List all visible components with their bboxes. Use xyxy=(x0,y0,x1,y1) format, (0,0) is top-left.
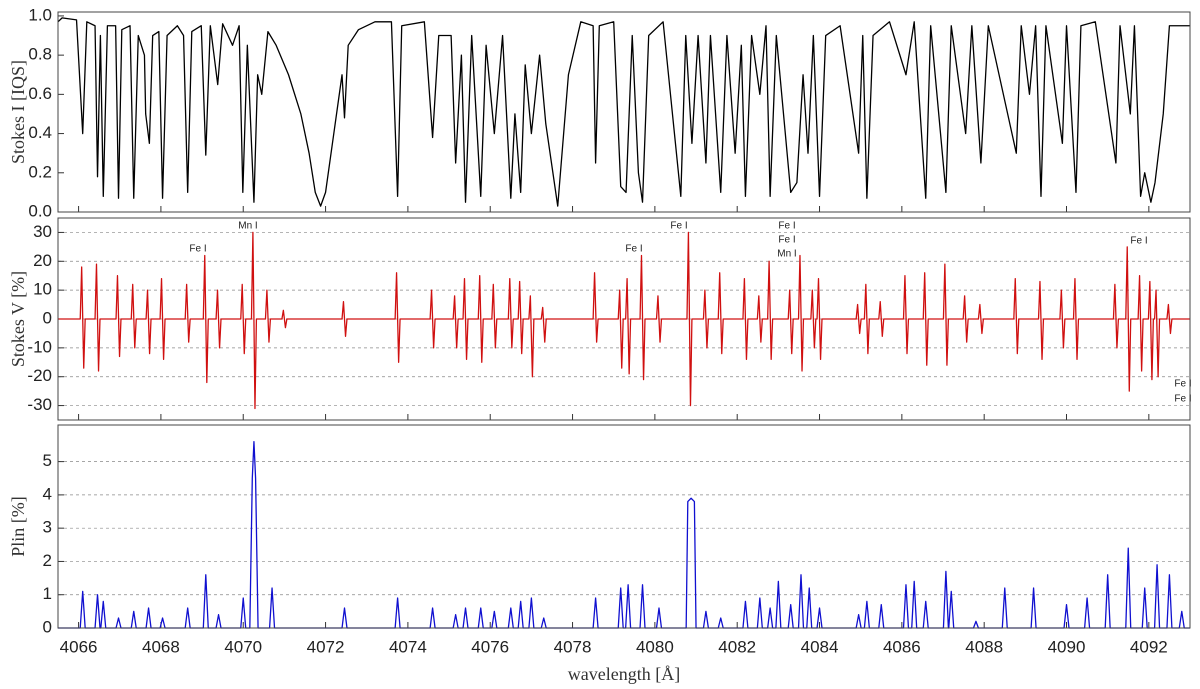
y-tick-label: 0.0 xyxy=(28,201,52,220)
y-axis-label: Stokes V [%] xyxy=(8,271,28,367)
x-tick-label: 4066 xyxy=(60,637,98,656)
y-tick-label: 0 xyxy=(43,308,52,327)
y-tick-label: 1 xyxy=(43,584,52,603)
line-annotation: Fe I xyxy=(778,221,795,232)
panel-frame xyxy=(57,424,1191,629)
y-tick-label: 0.8 xyxy=(28,45,52,64)
y-tick-label: 0.6 xyxy=(28,84,52,103)
x-tick-label: 4092 xyxy=(1130,637,1168,656)
y-tick-label: 3 xyxy=(43,518,52,537)
x-tick-label: 4082 xyxy=(718,637,756,656)
line-annotation: Fe I xyxy=(1130,236,1147,247)
line-annotation: Fe I xyxy=(1174,394,1191,405)
line-annotation: Fe I xyxy=(189,244,206,255)
line-annotation: Fe I xyxy=(670,221,687,232)
line-annotation: Mn I xyxy=(238,221,257,232)
panel-frame xyxy=(57,11,1191,213)
y-tick-label: -10 xyxy=(27,337,52,356)
panel-frame xyxy=(57,217,1191,421)
x-tick-label: 4078 xyxy=(554,637,592,656)
y-tick-label: -20 xyxy=(27,366,52,385)
x-axis-label: wavelength [Å] xyxy=(568,664,680,684)
x-tick-label: 4072 xyxy=(307,637,345,656)
y-tick-label: 1.0 xyxy=(28,5,52,24)
y-axis-label: Plin [%] xyxy=(8,496,28,557)
y-tick-label: 0.2 xyxy=(28,162,52,181)
line-annotation: Fe I xyxy=(1174,379,1191,390)
x-tick-label: 4086 xyxy=(883,637,921,656)
x-tick-label: 4080 xyxy=(636,637,674,656)
x-tick-label: 4090 xyxy=(1048,637,1086,656)
x-tick-label: 4088 xyxy=(965,637,1003,656)
spectrum-line xyxy=(57,17,1190,207)
y-tick-label: 20 xyxy=(33,251,52,270)
x-tick-label: 4074 xyxy=(389,637,427,656)
y-tick-label: 5 xyxy=(43,451,52,470)
y-tick-label: -30 xyxy=(27,395,52,414)
x-tick-label: 4068 xyxy=(142,637,180,656)
y-tick-label: 0.4 xyxy=(28,123,52,142)
y-tick-label: 10 xyxy=(33,280,52,299)
x-tick-label: 4076 xyxy=(471,637,509,656)
spectrum-line xyxy=(58,231,1190,410)
spectrum-line xyxy=(58,440,1190,629)
line-annotation: Fe I xyxy=(778,235,795,246)
y-tick-label: 0 xyxy=(43,617,52,636)
line-annotation: Mn I xyxy=(777,249,796,260)
line-annotation: Fe I xyxy=(625,244,642,255)
y-tick-label: 4 xyxy=(43,484,52,503)
y-tick-label: 2 xyxy=(43,551,52,570)
y-tick-label: 30 xyxy=(33,222,52,241)
y-axis-label: Stokes I [IQS] xyxy=(8,60,28,164)
x-tick-label: 4084 xyxy=(801,637,839,656)
x-tick-label: 4070 xyxy=(224,637,262,656)
